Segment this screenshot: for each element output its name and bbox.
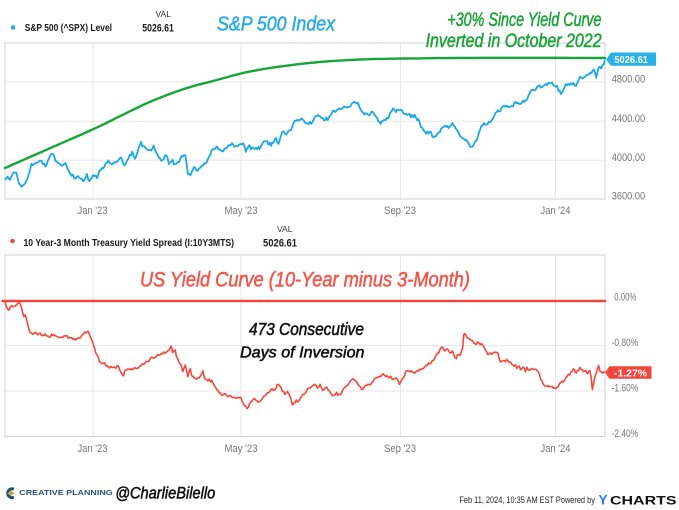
svg-text:S&P 500 Index: S&P 500 Index xyxy=(217,13,336,36)
svg-text:-1.60%: -1.60% xyxy=(612,382,639,394)
svg-text:+30% Since Yield Curve: +30% Since Yield Curve xyxy=(447,10,601,31)
svg-text:Inverted in October 2022: Inverted in October 2022 xyxy=(426,30,602,52)
svg-text:VAL: VAL xyxy=(156,9,172,19)
svg-text:473 Consecutive: 473 Consecutive xyxy=(249,319,364,339)
svg-text:Sep '23: Sep '23 xyxy=(384,443,416,455)
svg-text:Days of Inversion: Days of Inversion xyxy=(240,345,365,362)
svg-text:Jan '23: Jan '23 xyxy=(78,205,108,217)
svg-text:May '23: May '23 xyxy=(225,443,258,455)
svg-text:5026.61: 5026.61 xyxy=(263,238,297,250)
svg-text:@CharlieBilello: @CharlieBilello xyxy=(115,484,215,503)
svg-text:CREATIVE PLANNING: CREATIVE PLANNING xyxy=(19,488,113,497)
svg-text:4400.00: 4400.00 xyxy=(612,113,646,125)
svg-text:S&P 500 (^SPX) Level: S&P 500 (^SPX) Level xyxy=(25,22,112,34)
svg-text:CHARTS: CHARTS xyxy=(610,493,677,507)
svg-text:Feb 11, 2024, 10:35 AM EST Pow: Feb 11, 2024, 10:35 AM EST Powered by xyxy=(459,495,595,505)
svg-text:-2.40%: -2.40% xyxy=(612,428,639,440)
svg-text:5026.61: 5026.61 xyxy=(142,22,174,34)
svg-text:Y: Y xyxy=(599,492,608,507)
svg-text:4800.00: 4800.00 xyxy=(612,74,646,86)
svg-text:10 Year-3 Month Treasury Yield: 10 Year-3 Month Treasury Yield Spread (I… xyxy=(24,238,235,249)
svg-text:-1.27%: -1.27% xyxy=(614,368,647,379)
svg-text:-0.80%: -0.80% xyxy=(612,337,639,349)
svg-text:VAL: VAL xyxy=(277,224,293,234)
svg-text:5026.61: 5026.61 xyxy=(614,55,648,66)
svg-text:Jan '24: Jan '24 xyxy=(541,205,571,217)
svg-text:0.00%: 0.00% xyxy=(614,292,636,304)
svg-text:May '23: May '23 xyxy=(225,205,258,217)
svg-text:Sep '23: Sep '23 xyxy=(384,205,416,217)
svg-text:3600.00: 3600.00 xyxy=(612,191,646,203)
svg-text:US Yield Curve (10-Year minus: US Yield Curve (10-Year minus 3-Month) xyxy=(140,269,470,292)
svg-text:4000.00: 4000.00 xyxy=(612,152,646,164)
svg-text:Jan '23: Jan '23 xyxy=(78,443,108,455)
svg-text:Jan '24: Jan '24 xyxy=(541,443,571,455)
